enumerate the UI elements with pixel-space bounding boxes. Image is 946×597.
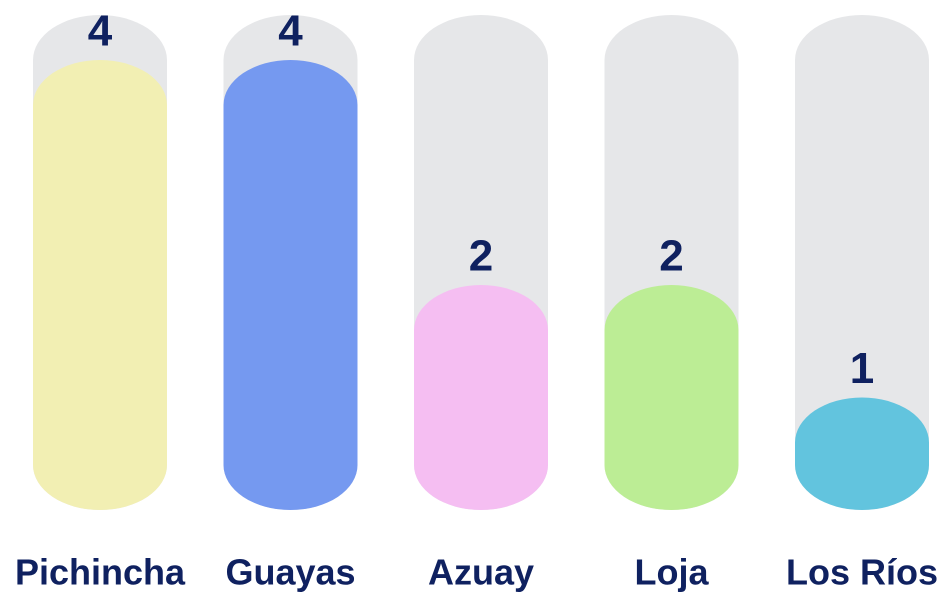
- value-label: 2: [659, 232, 683, 281]
- value-label: 4: [88, 7, 113, 56]
- bar: [414, 285, 548, 510]
- bar: [33, 60, 167, 510]
- x-tick-label: Loja: [634, 552, 709, 593]
- bar: [795, 397, 929, 510]
- bar: [604, 285, 739, 510]
- value-label: 4: [278, 7, 303, 56]
- bar-track: [795, 15, 929, 510]
- value-label: 1: [850, 344, 874, 393]
- x-tick-label: Guayas: [225, 552, 355, 593]
- value-label: 2: [469, 232, 493, 281]
- x-tick-label: Azuay: [428, 552, 534, 593]
- bar: [223, 60, 358, 510]
- x-tick-label: Los Ríos: [786, 552, 938, 593]
- x-tick-label: Pichincha: [15, 552, 186, 593]
